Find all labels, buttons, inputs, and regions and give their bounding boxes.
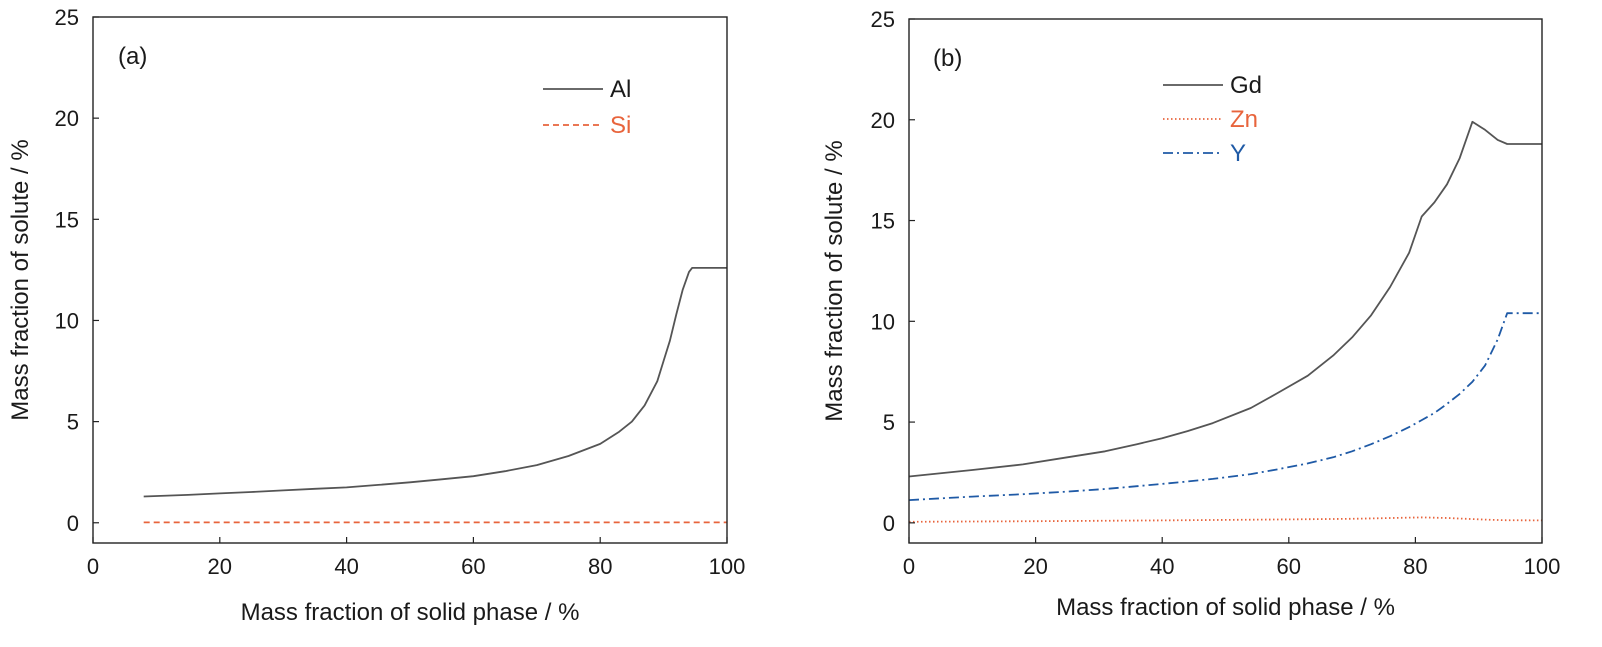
panel-label: (b) (933, 45, 962, 72)
y-tick-label: 15 (871, 209, 895, 234)
x-tick-label: 60 (461, 554, 485, 579)
x-axis-label: Mass fraction of solid phase / % (1056, 594, 1395, 621)
y-tick-label: 20 (871, 108, 895, 133)
plot-frame (92, 16, 728, 544)
x-tick-label: 60 (1277, 554, 1301, 579)
y-tick-label: 5 (883, 410, 895, 435)
y-axis-label: Mass fraction of solute / % (821, 140, 848, 421)
x-tick-label: 20 (1023, 554, 1047, 579)
legend-label-al: Al (610, 76, 631, 103)
y-axis-label: Mass fraction of solute / % (7, 139, 34, 420)
x-tick-label: 100 (709, 554, 746, 579)
y-tick-label: 10 (871, 309, 895, 334)
y-tick-label: 0 (883, 511, 895, 536)
x-tick-label: 0 (903, 554, 915, 579)
chart-panel-b: 0 20 40 60 80 100 0 5 10 15 20 25 Mass fraction of s… (821, 7, 1560, 621)
y-tick-label: 0 (67, 511, 79, 536)
chart-panel-a: 0 20 40 60 80 100 0 5 10 15 20 25 Mass fraction of s… (7, 5, 745, 626)
x-tick-label: 20 (208, 554, 232, 579)
x-tick-label: 0 (87, 554, 99, 579)
y-tick-label: 15 (55, 207, 79, 232)
y-tick-label: 20 (55, 106, 79, 131)
y-tick-label: 5 (67, 410, 79, 435)
plot-frame (908, 18, 1543, 544)
x-tick-label: 40 (1150, 554, 1174, 579)
x-tick-label: 80 (588, 554, 612, 579)
x-tick-label: 40 (334, 554, 358, 579)
series-line-zn (908, 516, 1543, 523)
x-axis-label: Mass fraction of solid phase / % (241, 599, 580, 626)
series-line-gd (908, 120, 1542, 478)
x-tick-label: 80 (1403, 554, 1427, 579)
y-tick-label: 25 (55, 5, 79, 30)
series-line-al (143, 266, 727, 498)
y-tick-label: 25 (871, 7, 895, 32)
panel-label: (a) (118, 43, 147, 70)
legend-label-gd: Gd (1230, 72, 1262, 99)
series-line-y (908, 312, 1542, 501)
legend-label-zn: Zn (1230, 106, 1258, 133)
y-tick-label: 10 (55, 308, 79, 333)
legend-label-si: Si (610, 112, 631, 139)
x-tick-label: 100 (1524, 554, 1561, 579)
legend-label-y: Y (1230, 140, 1246, 167)
